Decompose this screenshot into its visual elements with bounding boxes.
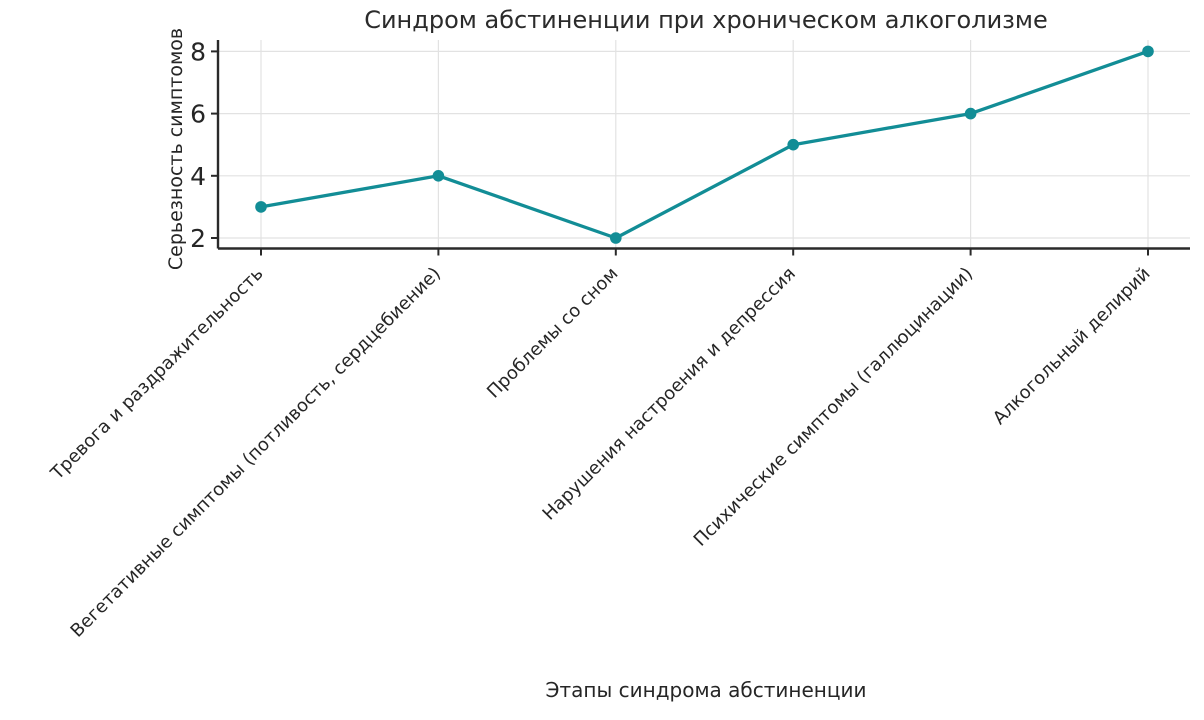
y-tick-label: 6: [190, 100, 206, 129]
y-tick-label: 2: [190, 224, 206, 253]
x-tick-label: Проблемы со сном: [483, 263, 622, 402]
x-tick-label: Тревога и раздражительность: [46, 263, 267, 484]
data-point: [1142, 45, 1154, 58]
y-tick-label: 4: [190, 162, 206, 191]
data-point: [964, 107, 977, 120]
series-line: [259, 49, 1150, 240]
data-point: [610, 232, 622, 244]
data-point: [432, 170, 445, 182]
x-tick-label: Психические симптомы (галлюцинации): [690, 263, 977, 550]
data-point: [787, 138, 799, 151]
x-tick-label: Вегетативные симптомы (потливость, сердц…: [67, 263, 445, 641]
y-tick-label: 8: [190, 37, 206, 66]
x-axis-label: Этапы синдрома абстиненции: [545, 678, 867, 702]
data-point: [255, 201, 267, 213]
chart-title: Синдром абстиненции при хроническом алко…: [364, 6, 1048, 34]
x-tick-label: Алкогольный делирий: [989, 263, 1155, 429]
